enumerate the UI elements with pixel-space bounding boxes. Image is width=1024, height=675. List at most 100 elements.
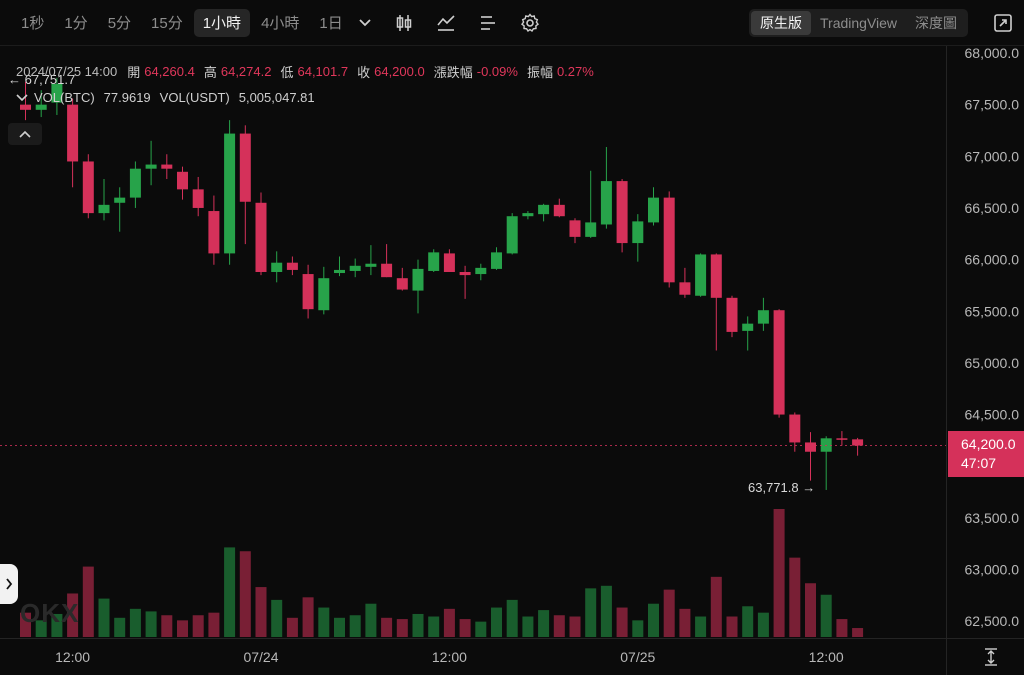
volume-bar: [161, 615, 173, 637]
volume-bar: [648, 603, 659, 637]
candle-body: [805, 442, 816, 452]
high-marker-label: ← 67,751.7: [8, 72, 75, 87]
volume-bar: [255, 587, 267, 637]
x-tick-label: 07/25: [620, 649, 655, 665]
candle-body: [459, 271, 471, 276]
drawing-list-icon[interactable]: [474, 9, 502, 37]
volume-bar: [334, 617, 345, 637]
candle-body: [35, 104, 47, 110]
candle-body: [506, 216, 518, 254]
candle-body: [145, 164, 157, 169]
volume-bar: [522, 616, 534, 637]
candle-body: [648, 197, 659, 223]
candle-body: [553, 204, 565, 217]
candle-body: [224, 133, 236, 254]
volume-bar: [349, 615, 361, 637]
view-native-button[interactable]: 原生版: [751, 11, 811, 35]
timeframe-5m[interactable]: 5分: [107, 15, 132, 32]
candle-body: [569, 220, 581, 237]
volume-bar: [145, 611, 157, 637]
candle-body: [538, 204, 550, 215]
candle-body: [255, 202, 267, 272]
close-value: 64,200.0: [374, 64, 425, 79]
volume-bar: [491, 607, 502, 637]
timeframe-1h[interactable]: 1小時: [193, 8, 251, 37]
candle-body: [585, 222, 597, 237]
chevron-down-icon[interactable]: [16, 93, 28, 102]
y-tick-label: 62,500.0: [965, 613, 1020, 629]
timeframe-4h[interactable]: 4小時: [261, 15, 300, 32]
candle-body: [318, 278, 330, 311]
candle-body: [177, 171, 188, 190]
view-tradingview-button[interactable]: TradingView: [820, 15, 898, 31]
y-tick-label: 68,000.0: [965, 45, 1020, 61]
candle-body: [475, 267, 487, 275]
x-tick-label: 12:00: [432, 649, 467, 665]
y-tick-label: 66,500.0: [965, 200, 1020, 216]
chart-toolbar: 1秒 1分 5分 15分 1小時 4小時 1日: [0, 0, 1024, 46]
candle-body: [51, 83, 63, 103]
timeframe-1m[interactable]: 1分: [64, 15, 88, 32]
volume-bar: [805, 583, 816, 637]
timeframe-15m[interactable]: 15分: [151, 15, 183, 32]
candle-body: [663, 197, 675, 283]
volume-bar: [396, 619, 408, 637]
candle-body: [726, 297, 738, 332]
volume-bar: [600, 585, 612, 637]
candle-body: [239, 133, 251, 202]
volume-bar: [852, 628, 864, 637]
volume-bar: [569, 616, 581, 637]
indicators-icon[interactable]: [432, 9, 460, 37]
ohlc-legend: 2024/07/25 14:00 開 64,260.4 高 64,274.2 低…: [16, 62, 603, 81]
amplitude-label: 振幅: [526, 65, 553, 80]
volume-bar: [428, 616, 440, 637]
fullscreen-icon[interactable]: [990, 10, 1016, 36]
y-tick-label: 66,000.0: [965, 252, 1020, 268]
candle-body: [381, 263, 393, 278]
amplitude-value: 0.27%: [556, 64, 594, 79]
collapse-legend-button[interactable]: [8, 123, 42, 145]
y-tick-label: 65,000.0: [965, 355, 1020, 371]
volume-bar: [585, 588, 597, 637]
x-tick-label: 07/24: [243, 649, 278, 665]
change-label: 漲跌幅: [433, 65, 473, 80]
candle-body: [365, 263, 377, 267]
view-depth-button[interactable]: 深度圖: [915, 15, 958, 31]
candle-body: [600, 181, 612, 225]
candle-body: [679, 282, 691, 295]
timeframe-1d[interactable]: 1日: [319, 15, 343, 32]
okx-watermark: OKX: [20, 598, 80, 628]
volume-bar: [820, 594, 832, 637]
vol-btc-label: VOL(BTC): [34, 90, 95, 105]
volume-bar: [381, 617, 393, 637]
volume-bar: [365, 603, 377, 637]
candle-body: [443, 253, 455, 272]
vol-usdt-value: 5,005,047.81: [238, 90, 315, 105]
gear-icon[interactable]: [516, 9, 544, 37]
candle-body: [757, 310, 769, 324]
candle-body: [695, 254, 707, 296]
volume-bar: [710, 576, 722, 637]
high-label: 高: [203, 65, 217, 80]
reset-scale-icon[interactable]: [980, 646, 1002, 668]
candle-body: [742, 323, 754, 331]
candle-countdown: 47:07: [961, 455, 997, 471]
low-marker-value: 63,771.8: [748, 480, 799, 495]
volume-bar: [67, 593, 79, 637]
y-tick-label: 67,000.0: [965, 148, 1020, 164]
volume-bar: [20, 612, 31, 637]
candle-body: [302, 274, 314, 310]
volume-legend: VOL(BTC) 77.9619 VOL(USDT) 5,005,047.81: [16, 90, 324, 105]
volume-bar: [789, 557, 801, 637]
candlestick-type-icon[interactable]: [390, 9, 418, 37]
timeframe-1s[interactable]: 1秒: [21, 15, 45, 32]
candle-body: [396, 278, 408, 290]
volume-bar: [129, 608, 141, 637]
candle-body: [98, 204, 110, 214]
expand-panel-button[interactable]: [0, 564, 18, 604]
chevron-down-icon[interactable]: [354, 9, 376, 37]
candle-body: [271, 262, 283, 272]
candle-body: [334, 269, 345, 274]
candle-body: [836, 438, 848, 440]
